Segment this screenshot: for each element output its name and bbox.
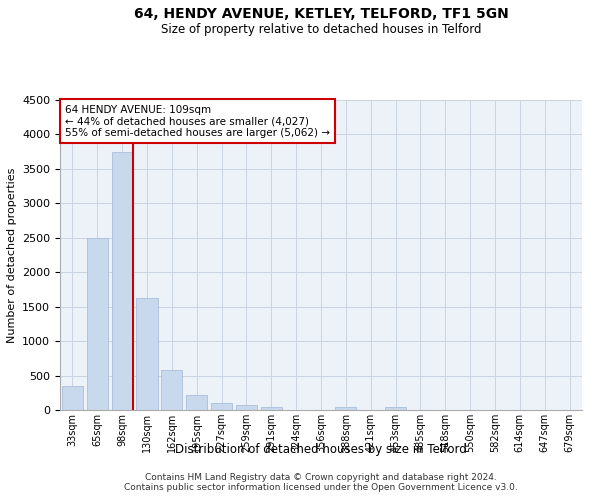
Bar (335, 406, 356, 410)
Bar (385, 406, 406, 410)
Bar (112, 152, 133, 410)
Text: Size of property relative to detached houses in Telford: Size of property relative to detached ho… (161, 22, 481, 36)
Bar (186, 394, 207, 410)
Bar (62, 386, 83, 410)
Text: 64 HENDY AVENUE: 109sqm
← 44% of detached houses are smaller (4,027)
55% of semi: 64 HENDY AVENUE: 109sqm ← 44% of detache… (65, 104, 330, 138)
Bar (261, 406, 282, 410)
Text: 64, HENDY AVENUE, KETLEY, TELFORD, TF1 5GN: 64, HENDY AVENUE, KETLEY, TELFORD, TF1 5… (134, 8, 508, 22)
Bar (161, 370, 182, 410)
Y-axis label: Number of detached properties: Number of detached properties (7, 168, 17, 342)
Text: Contains HM Land Registry data © Crown copyright and database right 2024.
Contai: Contains HM Land Registry data © Crown c… (124, 472, 518, 492)
Text: Distribution of detached houses by size in Telford: Distribution of detached houses by size … (175, 442, 467, 456)
Bar (211, 403, 232, 410)
Bar (136, 298, 158, 410)
Bar (87, 238, 108, 410)
Bar (236, 405, 257, 410)
